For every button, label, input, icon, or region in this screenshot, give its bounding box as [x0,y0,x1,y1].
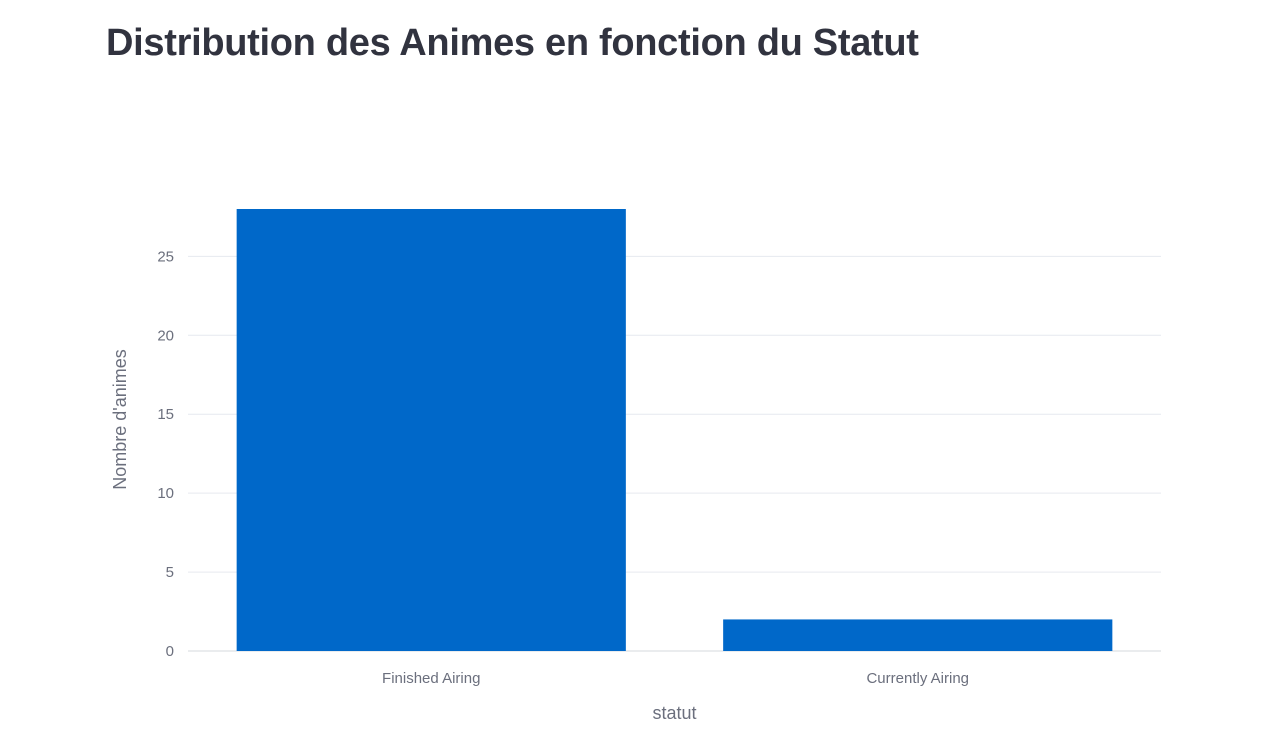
y-axis-ticks: 0 5 10 15 20 25 [157,248,174,660]
x-tick-label: Finished Airing [382,670,480,687]
y-tick-label: 0 [166,643,174,660]
y-axis-title: Nombre d'animes [110,349,130,490]
x-axis-ticks: Finished Airing Currently Airing [382,670,969,687]
bar-currently-airing[interactable] [723,619,1113,651]
x-tick-label: Currently Airing [866,670,969,687]
y-tick-label: 15 [157,406,174,423]
bar-finished-airing[interactable] [236,209,626,651]
y-tick-label: 5 [166,564,174,581]
page-title: Distribution des Animes en fonction du S… [106,22,919,64]
bars [236,209,1113,651]
y-tick-label: 20 [157,327,174,344]
x-axis-title: statut [652,703,696,723]
y-tick-label: 10 [157,485,174,502]
y-tick-label: 25 [157,248,174,265]
